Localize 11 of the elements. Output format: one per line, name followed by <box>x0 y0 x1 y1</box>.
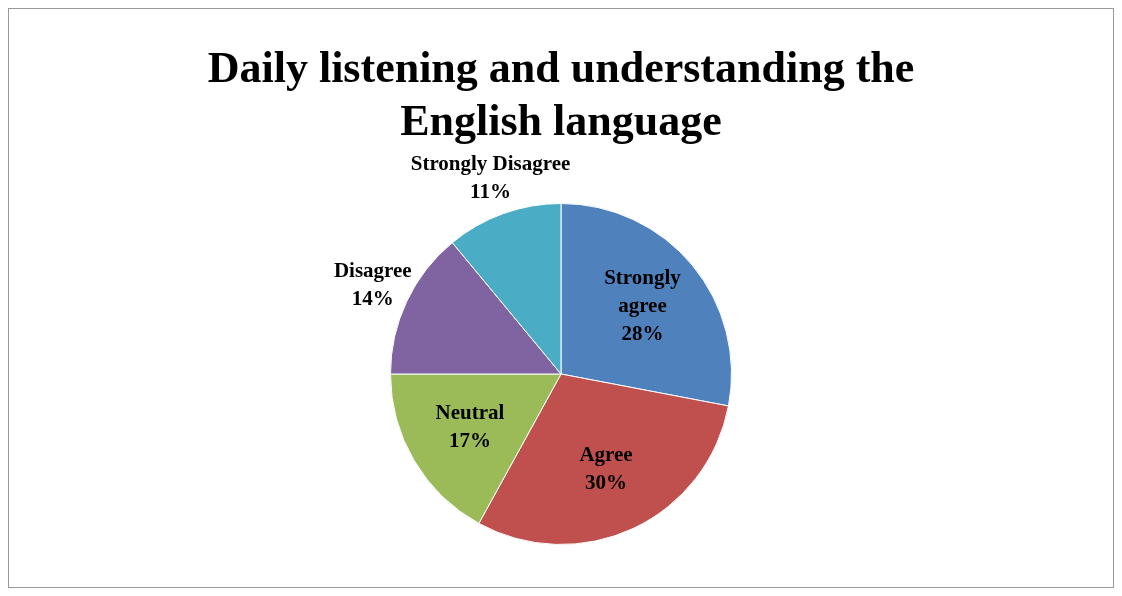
data-label: 30% <box>585 470 628 495</box>
slice-label: Neutral <box>435 400 505 425</box>
data-label: 28% <box>621 321 664 346</box>
data-label: 14% <box>351 285 394 310</box>
slice-label: Strongly Disagree <box>410 150 571 175</box>
data-label: 17% <box>449 428 492 453</box>
data-label: 11% <box>470 178 511 203</box>
slice-label: Agree <box>579 442 633 467</box>
slice-label: Disagree <box>333 257 412 282</box>
slice-label: Strongly agree <box>604 265 682 318</box>
chart-title: Daily listening and understanding the English language <box>206 42 916 147</box>
